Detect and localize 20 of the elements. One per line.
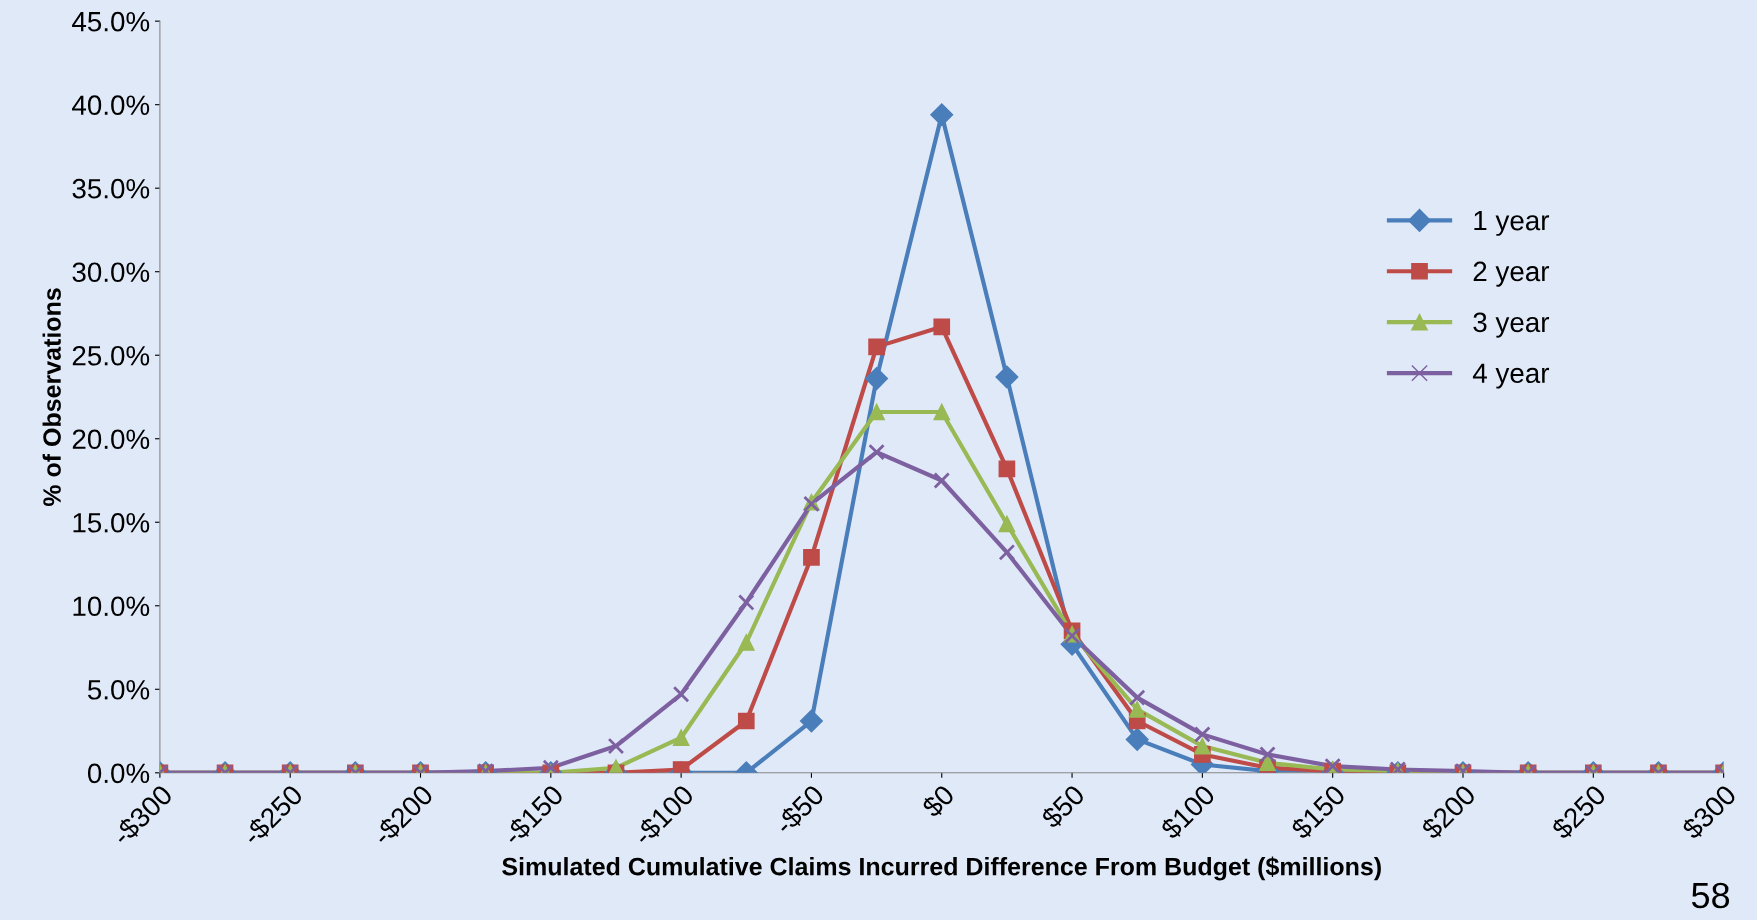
x-tick-label: -$50 [772, 782, 827, 837]
legend-label: 4 year [1472, 363, 1550, 389]
text: 58 [1691, 882, 1730, 909]
y-tick-label: 40.0% [72, 95, 150, 116]
y-tick-label: 0.0% [87, 763, 150, 784]
x-axis-title: Simulated Cumulative Claims Incurred Difference From Budget ($millions) [502, 856, 1381, 881]
y-tick-label: 35.0% [72, 178, 150, 199]
y-axis-title: % of Observations [42, 288, 61, 507]
x-tick-label: $50 [1039, 782, 1087, 831]
y-tick-label: 15.0% [73, 512, 150, 533]
legend-label: 2 year [1473, 261, 1550, 287]
y-tick-label: 5.0% [87, 679, 150, 700]
y-tick-label: 10.0% [73, 596, 150, 617]
y-tick-label: 30.0% [72, 262, 150, 283]
x-tick-label: $0 [919, 782, 957, 820]
y-tick-label: 25.0% [72, 345, 150, 366]
y-tick-label: 45.0% [72, 11, 150, 32]
legend-label: 3 year [1473, 312, 1550, 338]
y-tick-label: 20.0% [72, 429, 150, 450]
legend-label: 1 year [1474, 211, 1550, 236]
